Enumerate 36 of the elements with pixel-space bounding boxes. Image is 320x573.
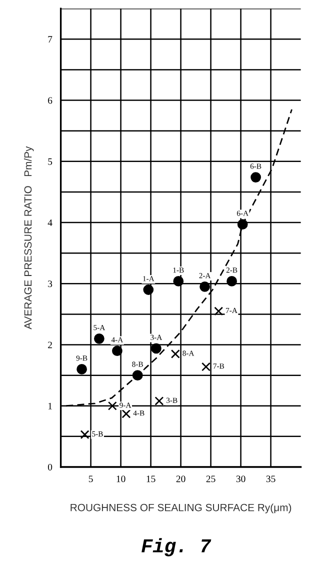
point — [76, 364, 87, 374]
y-axis-title: AVERAGE PRESSURE RATIO Pm/Py — [24, 146, 34, 330]
x-tick-label: 35 — [266, 476, 276, 482]
y-tick-label: 1 — [48, 402, 52, 410]
x-tick-label: 30 — [236, 476, 246, 482]
point — [226, 276, 237, 286]
y-tick-label: 0 — [48, 464, 52, 470]
point — [173, 276, 184, 286]
point — [132, 370, 143, 381]
point — [108, 401, 117, 410]
point — [237, 219, 248, 230]
y-tick-label: 6 — [48, 97, 52, 104]
point — [122, 409, 131, 418]
y-tick-label: 2 — [48, 342, 52, 348]
caption: Fig. 7 — [142, 538, 212, 556]
x-tick-label: 5 — [88, 476, 93, 482]
point — [154, 396, 164, 406]
y-tick-label: 7 — [48, 36, 52, 43]
point — [80, 430, 90, 440]
point — [202, 362, 210, 372]
point — [94, 333, 104, 344]
point — [143, 284, 154, 295]
x-tick-label: 10 — [116, 476, 126, 482]
x-tick-label: 20 — [176, 476, 186, 482]
x-axis-title: ROUGHNESS OF SEALING SURFACE Ry(μm) — [70, 504, 292, 514]
y-tick-label: 5 — [48, 158, 52, 165]
point — [200, 281, 210, 292]
point — [250, 172, 261, 182]
y-tick-label: 3 — [48, 280, 52, 288]
point — [214, 306, 224, 316]
y-tick-label: 4 — [48, 219, 52, 226]
point — [151, 343, 162, 354]
point — [112, 346, 122, 356]
x-tick-label: 15 — [146, 476, 156, 482]
point — [170, 349, 180, 358]
x-tick-label: 25 — [206, 476, 216, 482]
